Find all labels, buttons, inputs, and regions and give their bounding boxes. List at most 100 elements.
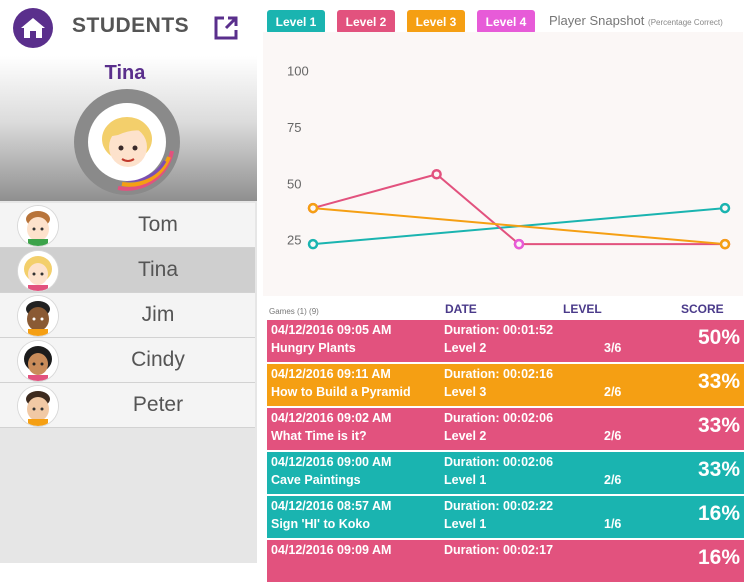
y-tick-label: 75 (287, 120, 301, 135)
student-name: Tom (138, 213, 178, 236)
legend-level-1[interactable]: Level 1 (267, 10, 325, 34)
game-level: Level 1 (444, 473, 487, 487)
game-progress: 1/6 (604, 517, 622, 531)
game-score: 50% (697, 326, 740, 349)
report-panel: Level 1 Level 2 Level 3 Level 4 Player S… (257, 0, 750, 582)
student-profile: Tina (0, 56, 257, 201)
game-score: 16% (697, 546, 740, 569)
home-icon (21, 18, 45, 38)
data-point[interactable] (719, 202, 731, 214)
legend-level-4[interactable]: Level 4 (477, 10, 535, 34)
student-list: Tom Tina Jim (0, 203, 255, 428)
snapshot-chart: 100 75 50 25 (263, 32, 743, 296)
data-point[interactable] (307, 202, 319, 214)
page-title: STUDENTS (72, 14, 190, 37)
games-label: Games (1) (269, 307, 307, 316)
game-level: Level 2 (444, 429, 487, 443)
chart-title-text: Player Snapshot (549, 13, 645, 28)
game-duration: Duration: 00:02:06 (444, 411, 554, 425)
game-duration: Duration: 00:02:06 (444, 455, 554, 469)
game-progress: 2/6 (604, 429, 622, 443)
games-table-header: Games (1) (9) DATE LEVEL SCORE (257, 300, 750, 318)
game-row[interactable]: 04/12/2016 08:57 AM Sign 'HI' to Koko Du… (267, 496, 744, 538)
game-progress: 2/6 (604, 473, 622, 487)
avatar (18, 386, 58, 426)
game-row[interactable]: 04/12/2016 09:02 AM What Time is it? Dur… (267, 408, 744, 450)
profile-name: Tina (104, 62, 146, 84)
student-row-cindy[interactable]: Cindy (0, 338, 255, 383)
student-name: Tina (137, 258, 179, 281)
legend-level-2[interactable]: Level 2 (337, 10, 395, 34)
game-score: 33% (697, 370, 740, 393)
y-axis-ticks: 100 75 50 25 (287, 64, 309, 248)
avatar (88, 103, 166, 181)
export-button[interactable] (212, 14, 240, 42)
game-date: 04/12/2016 09:09 AM (271, 543, 392, 557)
game-name: Hungry Plants (271, 341, 356, 355)
avatar (18, 251, 58, 291)
game-name: Cave Paintings (271, 473, 361, 487)
student-row-tina[interactable]: Tina (0, 248, 255, 293)
data-point[interactable] (307, 238, 319, 250)
data-point[interactable] (719, 238, 731, 250)
game-progress: 2/6 (604, 385, 622, 399)
game-level: Level 1 (444, 517, 487, 531)
column-score[interactable]: SCORE (681, 302, 724, 316)
game-level: Level 3 (444, 385, 487, 399)
game-name: Sign 'HI' to Koko (271, 517, 370, 531)
y-tick-label: 50 (287, 176, 301, 191)
game-date: 04/12/2016 09:02 AM (271, 411, 392, 425)
avatar (18, 341, 58, 381)
game-level: Level 2 (444, 341, 487, 355)
data-point[interactable] (513, 238, 525, 250)
game-date: 04/12/2016 09:11 AM (271, 367, 391, 381)
avatar (18, 296, 58, 336)
home-button[interactable] (13, 8, 53, 48)
student-row-tom[interactable]: Tom (0, 203, 255, 248)
game-row[interactable]: 04/12/2016 09:11 AM How to Build a Pyram… (267, 364, 744, 406)
student-name: Peter (132, 393, 184, 416)
profile-avatar-ring (74, 89, 180, 195)
game-duration: Duration: 00:02:17 (444, 543, 554, 557)
game-progress: 3/6 (604, 341, 622, 355)
game-row[interactable]: 04/12/2016 09:05 AM Hungry Plants Durati… (267, 320, 744, 362)
game-date: 04/12/2016 09:00 AM (271, 455, 392, 469)
game-name: How to Build a Pyramid (271, 385, 411, 399)
game-score: 33% (697, 414, 740, 437)
student-name: Jim (141, 303, 175, 326)
game-date: 04/12/2016 08:57 AM (271, 499, 392, 513)
students-panel: STUDENTS Tina (0, 0, 257, 563)
y-tick-label: 25 (287, 233, 301, 248)
game-name: What Time is it? (271, 429, 367, 443)
game-duration: Duration: 00:02:22 (444, 499, 554, 513)
game-date: 04/12/2016 09:05 AM (271, 323, 392, 337)
chart-series (307, 169, 731, 250)
series-line (312, 173, 725, 246)
student-row-peter[interactable]: Peter (0, 383, 255, 428)
column-date[interactable]: DATE (445, 302, 477, 316)
game-score: 33% (697, 458, 740, 481)
student-name: Cindy (131, 348, 185, 371)
games-total: (9) (309, 307, 319, 316)
legend-level-3[interactable]: Level 3 (407, 10, 465, 34)
series-line (312, 207, 726, 246)
column-level[interactable]: LEVEL (563, 302, 602, 316)
series-level-4 (513, 238, 525, 250)
student-row-jim[interactable]: Jim (0, 293, 255, 338)
games-table: 04/12/2016 09:05 AM Hungry Plants Durati… (267, 320, 744, 584)
games-count: Games (1) (9) (269, 307, 319, 316)
data-point[interactable] (431, 169, 442, 180)
series-level-3 (307, 202, 731, 250)
game-duration: Duration: 00:02:16 (444, 367, 554, 381)
game-duration: Duration: 00:01:52 (444, 323, 554, 337)
students-header: STUDENTS (0, 0, 257, 56)
series-level-2 (307, 169, 731, 250)
export-icon (214, 16, 238, 40)
game-row[interactable]: 04/12/2016 09:09 AM Duration: 00:02:17 1… (267, 540, 744, 582)
chart-subtitle: (Percentage Correct) (648, 18, 723, 27)
chart-title: Player Snapshot (Percentage Correct) (549, 13, 723, 28)
y-tick-label: 100 (287, 64, 309, 79)
game-score: 16% (697, 502, 740, 525)
avatar (18, 206, 58, 246)
game-row[interactable]: 04/12/2016 09:00 AM Cave Paintings Durat… (267, 452, 744, 494)
